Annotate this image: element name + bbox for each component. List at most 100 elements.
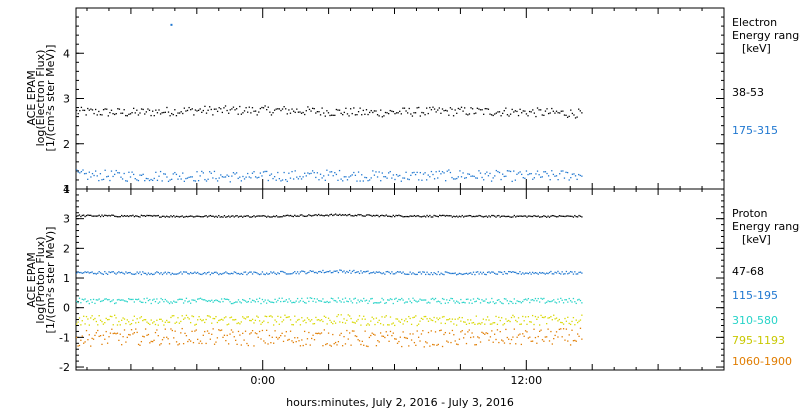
data-point <box>581 314 583 316</box>
data-point <box>291 340 293 342</box>
data-point <box>509 300 511 302</box>
data-point <box>492 177 494 179</box>
data-point <box>102 109 105 111</box>
data-point <box>368 214 371 216</box>
data-point <box>318 111 320 113</box>
data-point <box>558 328 561 331</box>
data-point <box>140 273 143 276</box>
data-point <box>273 342 275 344</box>
data-point <box>140 214 143 216</box>
data-point <box>354 322 356 324</box>
data-point <box>302 300 304 303</box>
data-point <box>83 342 85 344</box>
data-point <box>182 302 185 304</box>
data-point <box>563 114 566 116</box>
data-point <box>550 215 552 217</box>
data-point <box>166 300 168 302</box>
data-point <box>194 330 196 332</box>
data-point <box>283 171 285 174</box>
data-point <box>530 273 532 275</box>
data-point <box>380 180 382 182</box>
data-point <box>409 333 411 335</box>
data-point <box>576 216 579 218</box>
data-point <box>115 317 117 319</box>
data-point <box>440 215 442 217</box>
data-point <box>402 323 404 325</box>
data-point <box>519 333 521 335</box>
data-point <box>481 299 483 301</box>
data-point <box>254 319 257 322</box>
data-point <box>159 216 161 218</box>
data-point <box>157 271 159 274</box>
data-point <box>568 272 570 274</box>
data-point <box>423 346 425 348</box>
data-point <box>281 332 283 334</box>
data-point <box>522 272 524 274</box>
data-point <box>305 272 307 275</box>
data-point <box>139 317 141 319</box>
data-point <box>81 272 83 274</box>
data-point <box>295 300 297 302</box>
data-point <box>122 336 124 338</box>
data-point <box>432 173 434 176</box>
data-point <box>259 172 262 174</box>
data-point <box>394 273 396 275</box>
data-point <box>333 270 335 272</box>
data-point <box>571 329 573 331</box>
data-point <box>501 271 503 274</box>
data-point <box>506 336 508 339</box>
data-point <box>233 301 235 304</box>
data-point <box>406 337 409 340</box>
data-point <box>568 215 570 217</box>
data-point <box>427 112 429 115</box>
data-point <box>275 273 278 276</box>
data-point <box>434 321 437 323</box>
data-point <box>194 324 196 326</box>
data-point <box>501 339 503 341</box>
data-point <box>365 324 368 326</box>
data-point <box>361 300 363 302</box>
data-point <box>410 113 412 115</box>
data-point <box>484 323 486 325</box>
data-point <box>274 298 276 301</box>
data-point <box>571 271 573 273</box>
data-point <box>517 317 520 319</box>
data-point <box>243 215 245 217</box>
data-point <box>381 272 383 275</box>
data-point <box>339 334 341 336</box>
data-point <box>218 214 220 217</box>
data-point <box>529 215 531 217</box>
data-point <box>246 301 248 303</box>
data-point <box>433 178 436 180</box>
data-point <box>235 301 237 303</box>
data-point <box>80 324 82 326</box>
data-point <box>347 300 349 303</box>
data-point <box>108 318 110 321</box>
data-point <box>485 298 487 300</box>
data-point <box>554 175 556 177</box>
data-point <box>311 319 313 321</box>
data-point <box>463 273 465 275</box>
data-point <box>453 334 455 336</box>
data-point <box>361 272 363 274</box>
proton-legend-item-1060-1900: 1060-1900 <box>732 355 792 368</box>
data-point <box>271 336 273 338</box>
data-point <box>436 273 438 276</box>
data-point <box>444 322 447 325</box>
data-point <box>417 215 420 217</box>
data-point <box>110 170 113 172</box>
y-tick-label: -2 <box>59 361 70 374</box>
data-point <box>343 335 345 338</box>
data-point <box>111 214 113 216</box>
data-point <box>539 324 541 326</box>
data-point <box>151 273 154 276</box>
data-point <box>177 215 179 218</box>
data-point <box>300 112 303 114</box>
data-point <box>87 178 89 180</box>
data-point <box>554 334 556 337</box>
data-point <box>481 273 483 275</box>
data-point <box>194 180 197 182</box>
data-point <box>181 273 183 275</box>
data-point <box>240 344 242 346</box>
data-point <box>574 271 576 273</box>
